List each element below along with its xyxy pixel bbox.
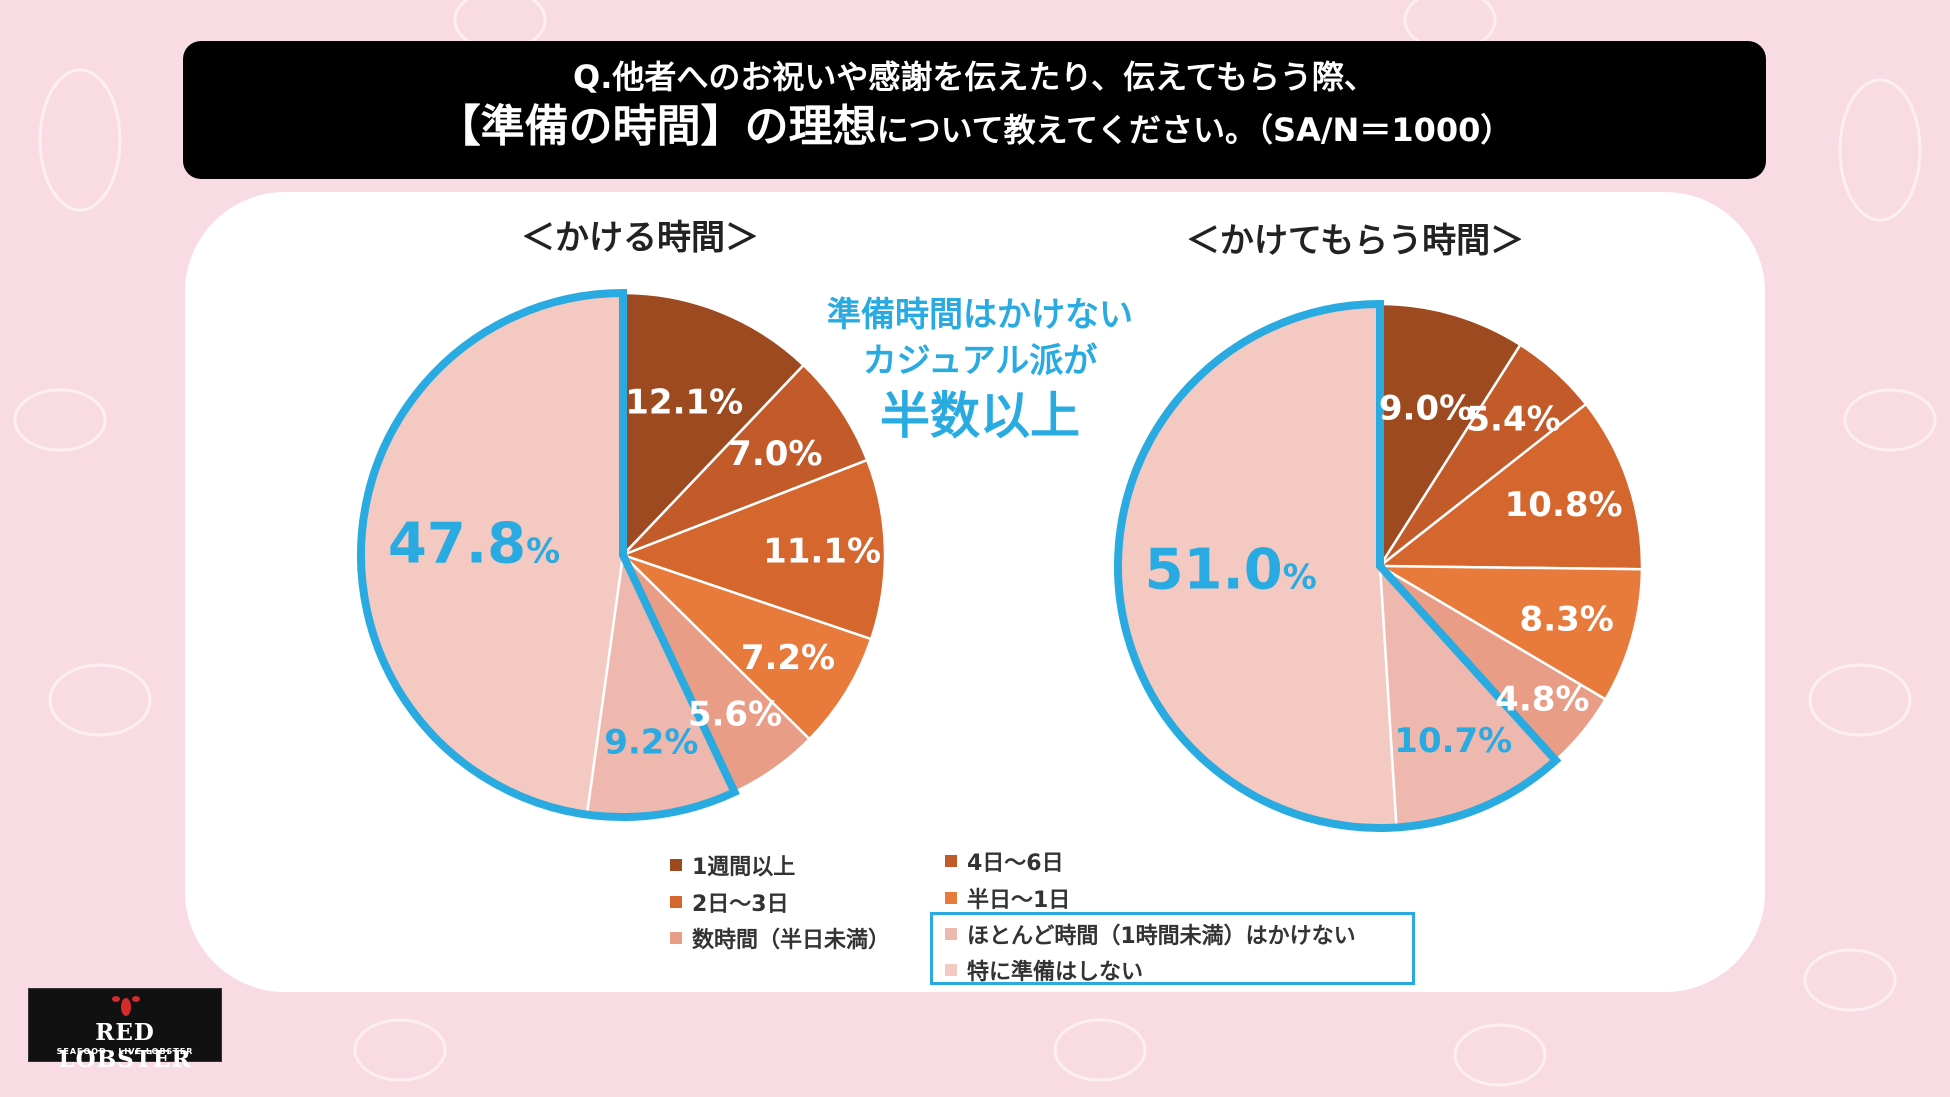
pie2-big-value: 51.0 <box>1145 538 1283 603</box>
legend-item-4: 半日～1日 <box>945 882 1070 914</box>
title-rest: について教えてください。（SA/N＝1000） <box>876 111 1513 149</box>
callout-line2: カジュアル派が <box>862 341 1098 381</box>
pie2-label-1: 9.0% <box>1379 388 1473 428</box>
legend-label-5: 数時間（半日未満） <box>692 928 891 953</box>
callout-line3: 半数以上 <box>880 387 1080 445</box>
title-emphasis: 【準備の時間】の理想 <box>436 101 877 152</box>
legend-item-7: 特に準備はしない <box>945 954 1143 986</box>
pie1-label-6: 9.2% <box>604 722 698 762</box>
red-lobster-logo: RED LOBSTER SEAFOOD · LIVE LOBSTER <box>28 988 222 1073</box>
callout: 準備時間はかけない カジュアル派が 半数以上 <box>800 292 1160 448</box>
callout-line1: 準備時間はかけない <box>827 295 1133 335</box>
legend-label-1: 1週間以上 <box>692 855 796 880</box>
legend-item-6: ほとんど時間（1時間未満）はかけない <box>945 918 1356 950</box>
pie1-label-5: 5.6% <box>688 694 782 734</box>
legend-highlight-box <box>930 912 1415 985</box>
logo-text: RED LOBSTER <box>58 1019 192 1073</box>
legend-item-1: 1週間以上 <box>670 849 795 881</box>
pie1-big-label: 47.8% <box>388 512 560 577</box>
pie1-highlight-outline <box>357 288 740 821</box>
pie2-big-unit: % <box>1283 558 1317 598</box>
legend-label-2: 4日～6日 <box>967 851 1064 876</box>
pie2-label-2: 5.4% <box>1466 399 1560 439</box>
pie2-label-6: 10.7% <box>1394 721 1512 761</box>
pie1-label-3: 11.1% <box>763 532 881 572</box>
legend-swatch-2 <box>945 855 957 867</box>
pie-title-right: ＜かけてもらう時間＞ <box>1185 221 1525 261</box>
title-line2: 【準備の時間】の理想について教えてください。（SA/N＝1000） <box>183 99 1766 158</box>
pie2-slice-1 <box>1378 302 1523 571</box>
question-title: Q.他者へのお祝いや感謝を伝えたり、伝えてもらう際、 【準備の時間】の理想につい… <box>183 41 1766 179</box>
legend-item-3: 2日～3日 <box>670 886 789 918</box>
pie1-slice-4 <box>622 553 873 741</box>
pie1-big-unit: % <box>526 532 560 572</box>
pie2-label-3: 10.8% <box>1505 485 1623 525</box>
pie1-big-value: 47.8 <box>388 512 526 577</box>
legend-item-5: 数時間（半日未満） <box>670 922 890 954</box>
pie2-big-label: 51.0% <box>1145 538 1317 603</box>
legend-swatch-3 <box>670 896 682 908</box>
legend-swatch-4 <box>945 892 957 904</box>
legend-item-2: 4日～6日 <box>945 845 1064 877</box>
pie1-slice-2 <box>622 363 869 557</box>
title-line1: Q.他者へのお祝いや感謝を伝えたり、伝えてもらう際、 <box>573 58 1376 96</box>
lobster-icon <box>112 996 140 1016</box>
pie-title-left: ＜かける時間＞ <box>521 218 759 258</box>
legend-label-3: 2日～3日 <box>692 892 789 917</box>
legend-swatch-6 <box>945 928 957 940</box>
legend-swatch-5 <box>670 932 682 944</box>
pie2-label-5: 4.8% <box>1495 680 1589 720</box>
pie2-highlight-outline <box>1114 299 1562 832</box>
pie1-slice-1 <box>621 291 806 559</box>
pie1-label-1: 12.1% <box>625 383 743 423</box>
logo-subtext: SEAFOOD · LIVE LOBSTER <box>56 1047 194 1056</box>
pie2-slice-3 <box>1376 402 1644 571</box>
legend-label-6: ほとんど時間（1時間未満）はかけない <box>967 924 1356 949</box>
pie2-label-4: 8.3% <box>1520 599 1614 639</box>
pie2-slice-4 <box>1375 564 1644 702</box>
pie1-label-4: 7.2% <box>741 638 835 678</box>
legend-label-4: 半日～1日 <box>967 888 1071 913</box>
pie1-slice-3 <box>619 458 887 641</box>
legend-swatch-1 <box>670 859 682 871</box>
legend-swatch-7 <box>945 964 957 976</box>
pie1-label-2: 7.0% <box>728 434 822 474</box>
legend-label-7: 特に準備はしない <box>967 960 1144 985</box>
